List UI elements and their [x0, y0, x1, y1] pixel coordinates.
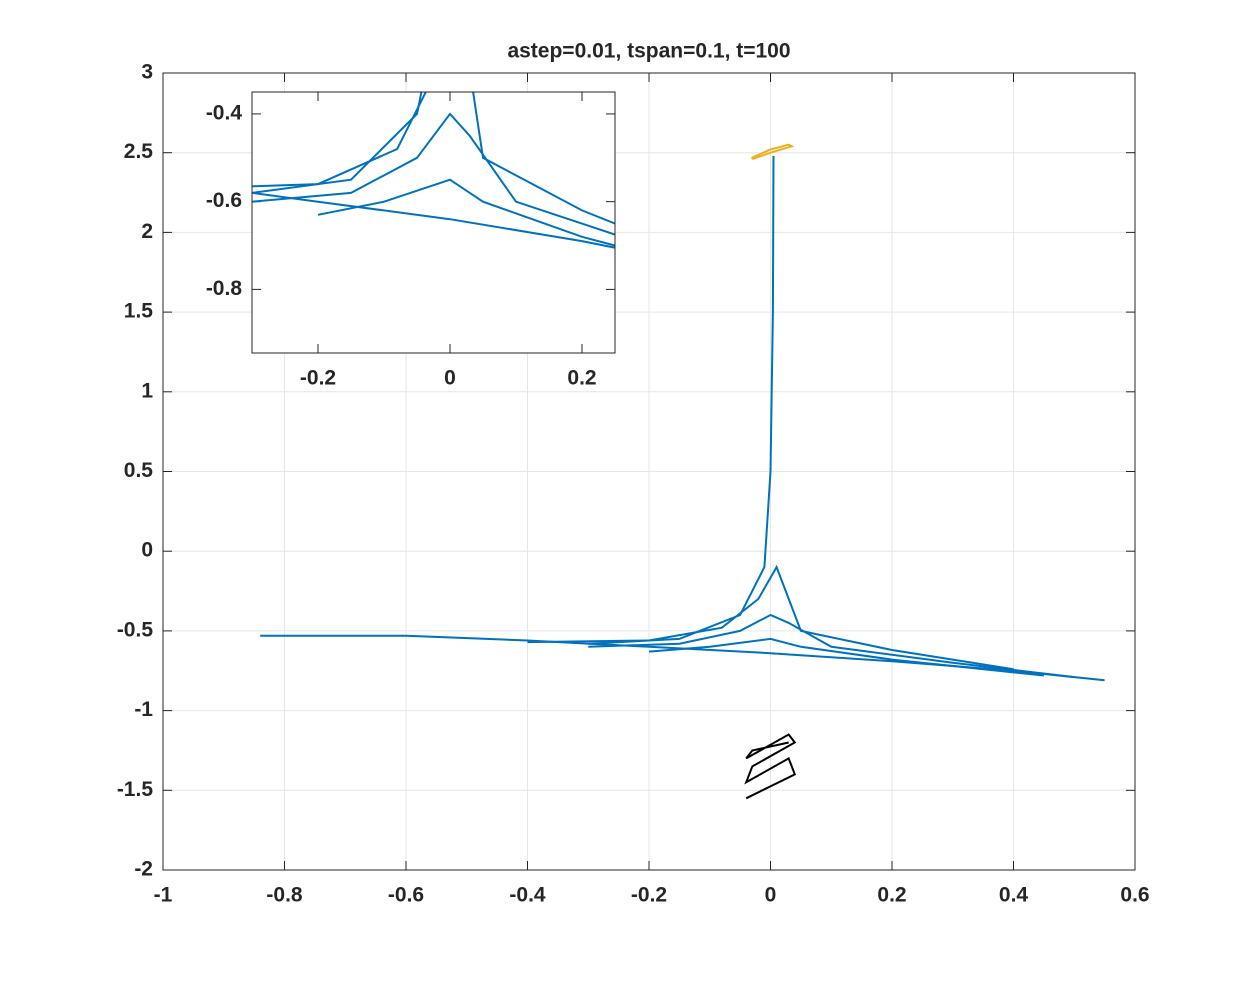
data-line [527, 564, 1014, 671]
data-line [252, 92, 423, 194]
series-group [260, 143, 1105, 800]
x-tick-label: 0 [765, 884, 777, 907]
data-line [317, 178, 615, 247]
chart-title: astep=0.01, tspan=0.1, t=100 [507, 40, 790, 63]
y-tick-label: -0.6 [206, 189, 242, 212]
x-tick-label: -0.6 [388, 884, 424, 907]
data-line [744, 733, 797, 800]
data-line [252, 92, 615, 225]
x-tick-label: 0 [444, 367, 456, 390]
x-tick-label: 0.6 [1120, 884, 1149, 907]
y-tick-label: -1 [134, 698, 153, 721]
data-line [751, 143, 795, 161]
axes-box [251, 91, 616, 354]
data-line [252, 112, 615, 236]
y-tick-label: -0.5 [117, 618, 154, 641]
x-tick-label: -0.4 [509, 884, 546, 907]
data-line [648, 637, 1045, 677]
x-tick-label: 0.4 [999, 884, 1029, 907]
y-tick-label: 3 [141, 61, 153, 84]
y-tick-label: 0.5 [124, 459, 154, 482]
x-tick-label: 0.2 [567, 367, 596, 390]
y-tick-label: -2 [134, 858, 153, 881]
x-tick-label: 0.2 [877, 884, 906, 907]
y-tick-label: -1.5 [117, 778, 154, 801]
y-tick-label: 2 [141, 220, 153, 243]
series-group [252, 92, 615, 249]
inset-background [252, 92, 615, 353]
y-tick-label: 0 [141, 539, 153, 562]
x-tick-label: -0.8 [266, 884, 303, 907]
axes-box [162, 72, 1136, 871]
y-tick-label: 1 [141, 379, 153, 402]
data-line [252, 191, 615, 249]
y-tick-label: -0.4 [206, 101, 243, 124]
data-line [588, 155, 775, 645]
y-tick-label: -0.8 [206, 277, 243, 300]
data-line [588, 613, 1075, 679]
y-tick-label: 2.5 [124, 140, 154, 163]
x-tick-label: -1 [154, 884, 173, 907]
y-tick-label: 1.5 [124, 300, 154, 323]
x-tick-label: -0.2 [300, 367, 336, 390]
x-tick-label: -0.2 [631, 884, 667, 907]
